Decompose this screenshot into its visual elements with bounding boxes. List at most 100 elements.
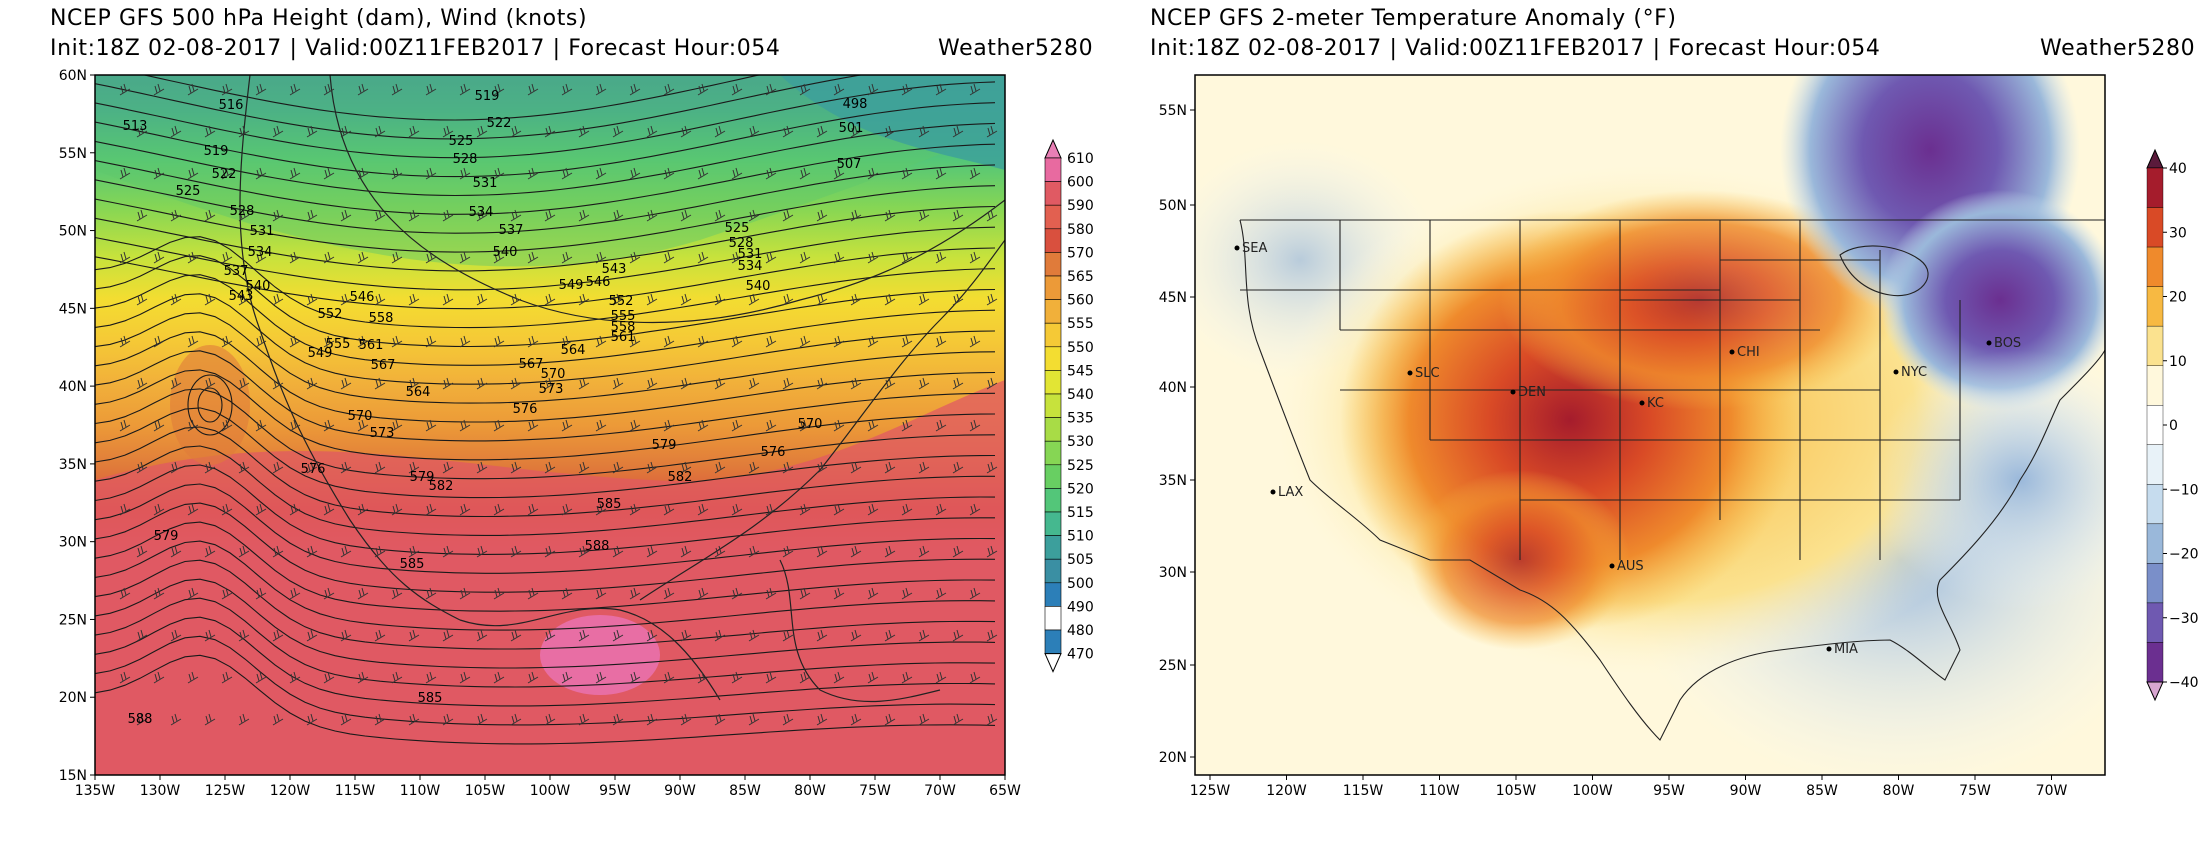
wind-barb (629, 83, 641, 96)
wind-barb (374, 713, 386, 726)
wind-barb (306, 125, 318, 138)
wind-barb (459, 83, 471, 96)
contour-label: 537 (224, 264, 249, 279)
wind-barb (221, 83, 233, 96)
wind-barb (833, 671, 845, 684)
wind-barb (918, 125, 930, 138)
wind-barb (323, 83, 335, 96)
wind-barb (510, 629, 522, 642)
colorbar-segment (1044, 606, 1062, 631)
wind-barb (425, 503, 437, 516)
wind-barb (714, 293, 726, 306)
coastline (779, 559, 941, 703)
wind-barb (340, 209, 352, 222)
coastline (459, 607, 721, 701)
height-contour (95, 274, 996, 366)
wind-barb (272, 713, 284, 726)
wind-barb (527, 167, 539, 180)
contour-label: 555 (611, 309, 636, 324)
wind-barb (816, 713, 828, 726)
wind-barb (612, 461, 624, 474)
wind-barb (374, 545, 386, 558)
wind-barb (442, 209, 454, 222)
wind-barb (646, 545, 658, 558)
wind-barb (561, 419, 573, 432)
height-wind-panel: NCEP GFS 500 hPa Height (dam), Wind (kno… (50, 6, 1094, 799)
contour-label: 555 (326, 337, 351, 352)
wind-barb (374, 125, 386, 138)
wind-barb (323, 671, 335, 684)
contour-label: 585 (400, 557, 425, 572)
lon-label: 75W (1959, 783, 1991, 799)
height-contour (141, 75, 762, 121)
wind-barb (663, 587, 675, 600)
wind-barb (816, 545, 828, 558)
colorbar-segment (1044, 535, 1062, 560)
wind-barb (918, 713, 930, 726)
contour-label: 531 (473, 176, 498, 191)
wind-barb (221, 587, 233, 600)
wind-barb (782, 629, 794, 642)
wind-barb (510, 125, 522, 138)
wind-barb (765, 167, 777, 180)
colorbar-label: 500 (1067, 576, 1094, 592)
wind-barb (255, 671, 267, 684)
wind-barb (595, 671, 607, 684)
contour-label: 558 (369, 311, 394, 326)
lat-label: 20N (1159, 750, 1187, 766)
contour-label: 564 (561, 343, 586, 358)
height-contour (95, 407, 996, 499)
wind-barb (527, 335, 539, 348)
wind-barb (544, 293, 556, 306)
wind-barb (187, 251, 199, 264)
panel-subtitle: Init:18Z 02-08-2017 | Valid:00Z11FEB2017… (1150, 36, 1881, 61)
city-label: AUS (1617, 559, 1644, 574)
wind-barb (170, 461, 182, 474)
wind-barb (476, 293, 488, 306)
city-label: LAX (1278, 485, 1303, 500)
wind-barb (136, 377, 148, 390)
colorbar-label: 505 (1067, 552, 1094, 568)
wind-barb (714, 377, 726, 390)
lat-label: 20N (59, 690, 87, 706)
city-label: KC (1647, 396, 1664, 411)
wind-barb (255, 335, 267, 348)
wind-barb (136, 461, 148, 474)
lon-label: 80W (794, 783, 826, 799)
wind-barb (782, 209, 794, 222)
wind-barb (833, 167, 845, 180)
wind-barb (238, 377, 250, 390)
wind-barb (340, 377, 352, 390)
wind-barb (952, 209, 964, 222)
colorbar-label: 545 (1067, 363, 1094, 379)
wind-barb (187, 587, 199, 600)
wind-barb (391, 167, 403, 180)
wind-barb (187, 671, 199, 684)
colorbar-segment (1044, 157, 1062, 182)
wind-barb (748, 713, 760, 726)
wind-barb (867, 671, 879, 684)
lon-label: 95W (1653, 783, 1685, 799)
wind-barb (884, 293, 896, 306)
contour-label: 573 (539, 382, 564, 397)
wind-barb (170, 629, 182, 642)
colorbar-segment (1044, 558, 1062, 584)
wind-barb (561, 503, 573, 516)
wind-barb (544, 713, 556, 726)
wind-barb (408, 461, 420, 474)
wind-barb (986, 629, 998, 642)
city-marker (1729, 349, 1735, 355)
wind-barb (187, 83, 199, 96)
contour-label: 567 (519, 357, 544, 372)
wind-barb (119, 167, 131, 180)
wind-barb (714, 209, 726, 222)
wind-barb (850, 545, 862, 558)
wind-barb (153, 335, 165, 348)
wind-barb (153, 587, 165, 600)
wind-barb (935, 335, 947, 348)
wind-barb (629, 335, 641, 348)
wind-barb (986, 713, 998, 726)
anomaly-map: SEA SLC DEN KC CHI NYC BOS LAX AUS MIA 55N 50N 45N 4… (1159, 74, 2199, 799)
wind-barb (850, 209, 862, 222)
wind-barb (697, 167, 709, 180)
